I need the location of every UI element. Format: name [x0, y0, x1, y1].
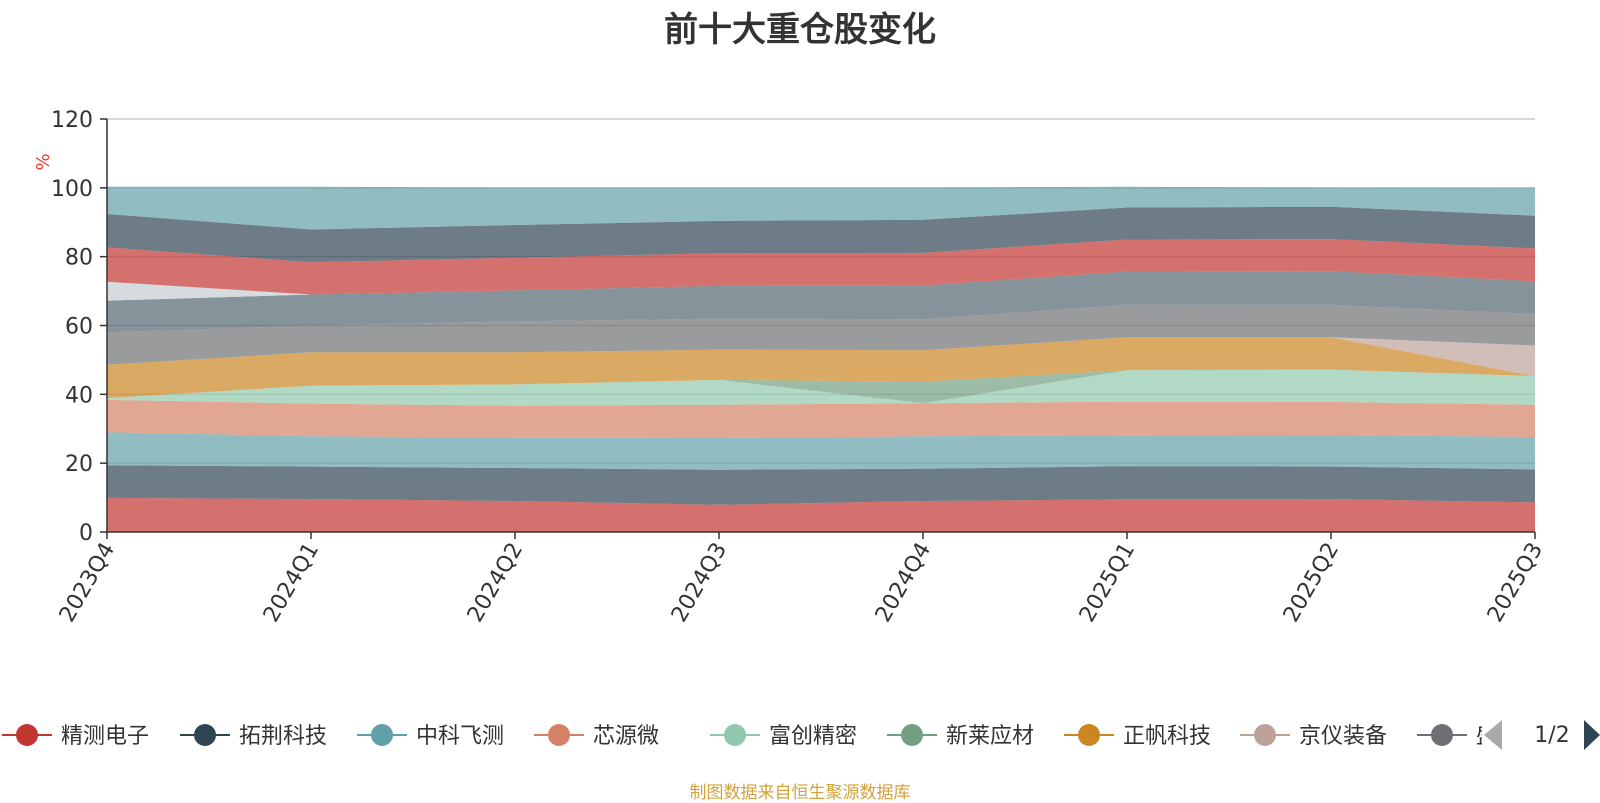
legend-label: 正帆科技 [1123, 724, 1211, 749]
legend-circle-marker [1254, 724, 1276, 746]
y-tick-label-80: 80 [65, 246, 93, 271]
legend-item-4[interactable]: 芯源微 [534, 724, 659, 749]
area-series-14[interactable] [107, 186, 1535, 230]
y-tick-label-100: 100 [51, 177, 93, 202]
area-series-1[interactable] [107, 497, 1535, 532]
legend-label: 精测电子 [61, 724, 149, 749]
y-tick-label-40: 40 [65, 383, 93, 408]
legend-label: 盛美上海 [1476, 724, 1564, 749]
area-series-3[interactable] [107, 432, 1535, 470]
chart-title: 前十大重仓股变化 [664, 10, 936, 50]
area-series-13[interactable] [107, 206, 1535, 263]
x-tick-label-2023Q4: 2023Q4 [55, 539, 120, 627]
legend-circle-marker [16, 724, 38, 746]
legend-circle-marker [901, 724, 923, 746]
area-series-4[interactable] [107, 399, 1535, 438]
legend-item-2[interactable]: 拓荆科技 [180, 724, 327, 749]
data-source-note: 制图数据来自恒生聚源数据库 [689, 783, 911, 803]
y-tick-label-120: 120 [51, 108, 93, 133]
legend-label: 新莱应材 [946, 724, 1034, 749]
legend-item-7[interactable]: 正帆科技 [1064, 724, 1211, 749]
legend-page-indicator: 1/2 [1534, 723, 1569, 748]
legend-next-arrow-icon[interactable] [1584, 720, 1600, 750]
legend-item-3[interactable]: 中科飞测 [357, 724, 504, 749]
legend-item-9[interactable]: 盛美上海 [1417, 724, 1564, 749]
y-tick-label-20: 20 [65, 452, 93, 477]
y-tick-label-0: 0 [79, 521, 93, 546]
x-tick-label-2024Q4: 2024Q4 [871, 539, 936, 627]
x-tick-label-2024Q3: 2024Q3 [667, 539, 732, 627]
legend-circle-marker [194, 724, 216, 746]
area-series-layer [107, 186, 1535, 532]
legend-circle-marker [1431, 724, 1453, 746]
legend-circle-marker [724, 724, 746, 746]
legend-circle-marker [371, 724, 393, 746]
area-series-12[interactable] [107, 239, 1535, 295]
area-series-7[interactable] [107, 337, 1535, 399]
legend-label: 拓荆科技 [239, 724, 327, 749]
legend-circle-marker [548, 724, 570, 746]
x-tick-label-2024Q2: 2024Q2 [463, 539, 528, 627]
area-series-2[interactable] [107, 465, 1535, 505]
y-tick-label-60: 60 [65, 315, 93, 340]
x-tick-label-2024Q1: 2024Q1 [259, 539, 324, 627]
x-tick-label-2025Q3: 2025Q3 [1483, 539, 1548, 627]
legend-label: 富创精密 [769, 724, 857, 749]
legend-label: 芯源微 [593, 724, 659, 749]
legend-prev-arrow-icon[interactable] [1484, 720, 1502, 750]
legend-circle-marker [1078, 724, 1100, 746]
legend-item-8[interactable]: 京仪装备 [1240, 724, 1387, 749]
legend-item-6[interactable]: 新莱应材 [887, 724, 1034, 749]
area-series-10[interactable] [107, 271, 1535, 333]
legend-label: 中科飞测 [416, 724, 504, 749]
legend-item-1[interactable]: 精测电子 [2, 724, 149, 749]
x-tick-label-2025Q1: 2025Q1 [1075, 539, 1140, 627]
legend-items: 精测电子 拓荆科技 中科飞测 芯源微 富创精密 新莱应材 正帆科技 京仪装备 盛美上海 [2, 724, 1564, 749]
legend-item-5[interactable]: 富创精密 [710, 724, 857, 749]
x-tick-label-2025Q2: 2025Q2 [1279, 539, 1344, 627]
area-series-5[interactable] [107, 369, 1535, 406]
area-series-9[interactable] [107, 304, 1535, 365]
area-series-8[interactable] [107, 337, 1535, 377]
area-series-6[interactable] [107, 369, 1535, 404]
y-axis-unit-label: % [33, 153, 54, 170]
legend-label: 京仪装备 [1299, 724, 1387, 749]
